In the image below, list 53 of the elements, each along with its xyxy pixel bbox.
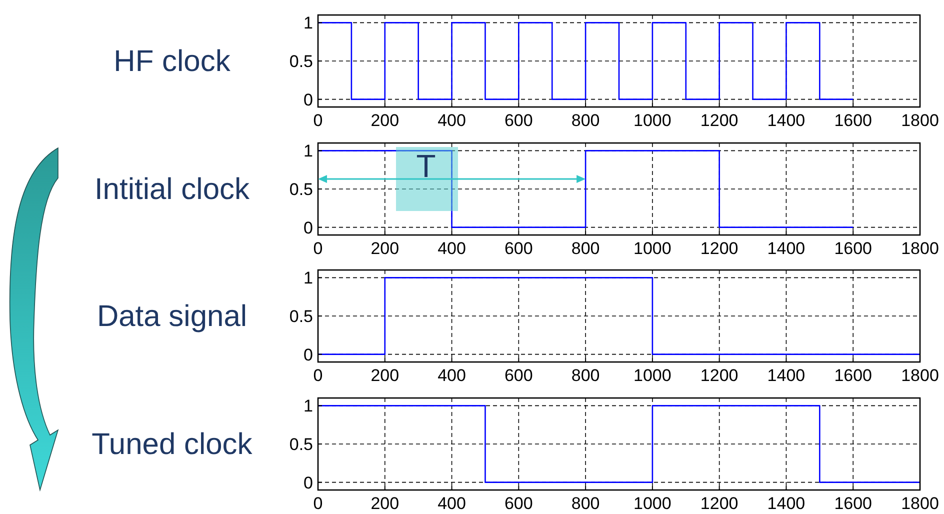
x-tick-label: 800 [571,111,600,130]
x-tick-label: 400 [438,111,466,130]
x-tick-label: 200 [370,239,400,258]
x-tick-label: 200 [370,111,400,130]
y-tick-label: 0 [304,90,313,110]
x-tick-label: 1600 [834,494,872,513]
x-tick-label: 1600 [834,239,872,258]
y-tick-label: 0.5 [289,435,313,454]
x-tick-label: 1000 [634,111,672,130]
x-tick-label: 1200 [700,366,738,385]
y-tick-label: 0 [304,473,313,492]
y-tick-label: 0 [304,345,313,364]
y-tick-label: 0.5 [289,52,313,71]
y-tick-label: 1 [304,14,313,33]
x-tick-label: 1800 [901,239,939,258]
y-tick-label: 1 [304,268,313,288]
x-tick-label: 1200 [700,111,738,130]
x-tick-label: 400 [438,494,466,513]
x-tick-label: 1000 [634,494,672,513]
x-tick-label: 800 [571,494,600,513]
x-tick-label: 1800 [901,366,939,385]
text: Data signal [96,300,248,333]
x-tick-label: 1600 [834,366,872,385]
x-tick-label: 1600 [834,111,872,130]
x-tick-label: 1200 [700,239,738,258]
x-tick-label: 400 [438,366,466,385]
x-tick-label: 600 [504,239,533,258]
text: HF clock [114,45,232,78]
x-tick-label: 1400 [767,111,806,130]
x-tick-label: 1000 [634,239,672,258]
x-tick-label: 800 [571,239,600,258]
x-tick-label: 600 [504,366,533,385]
y-tick-label: 1 [304,142,313,161]
x-tick-label: 600 [504,494,533,513]
text: Intitial clock [94,173,251,206]
x-tick-label: 400 [438,239,466,258]
y-tick-label: 0.5 [289,307,313,326]
x-tick-label: 1400 [767,239,806,258]
x-tick-label: 1400 [767,366,806,385]
x-tick-label: 1800 [901,494,939,513]
x-tick-label: 600 [504,111,533,130]
x-tick-label: 1400 [767,494,806,513]
text: Tuned clock [92,428,254,461]
x-tick-label: 1000 [634,366,672,385]
annotation: T [416,148,436,184]
x-tick-label: 800 [571,366,600,385]
x-tick-label: 1800 [901,111,939,130]
x-tick-label: 200 [370,366,400,385]
y-tick-label: 0.5 [289,180,313,199]
x-tick-label: 200 [370,494,400,513]
y-tick-label: 0 [304,218,313,238]
y-tick-label: 1 [304,396,313,416]
x-tick-label: 1200 [700,494,738,513]
